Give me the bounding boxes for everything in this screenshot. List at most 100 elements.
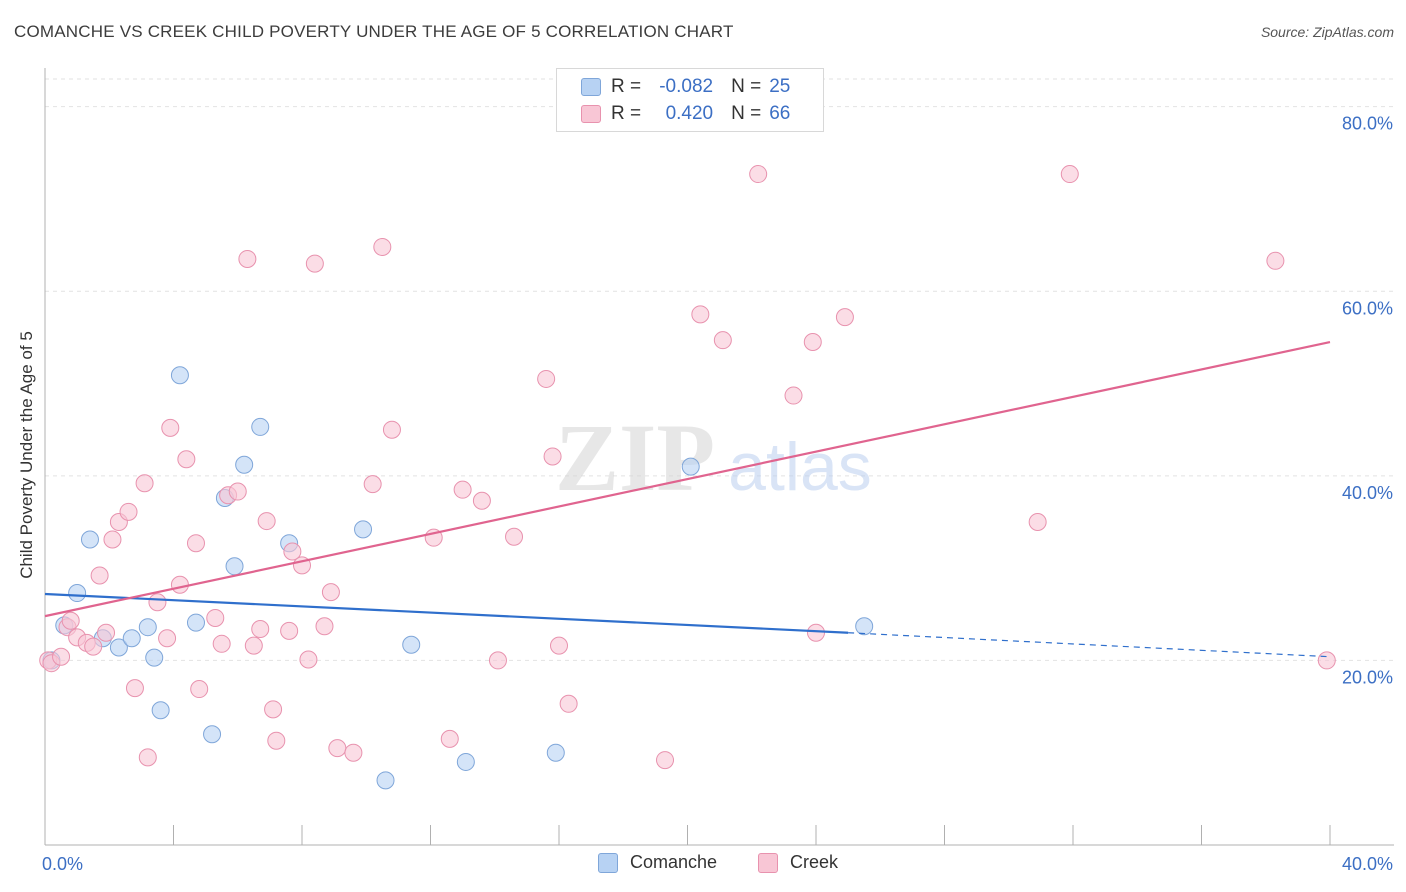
x-tick-label: 40.0% — [1342, 854, 1393, 874]
y-tick-label: 80.0% — [1342, 114, 1393, 134]
y-axis-label: Child Poverty Under the Age of 5 — [17, 331, 36, 579]
creek-point — [257, 512, 276, 531]
creek-point — [170, 575, 189, 594]
creek-point — [505, 527, 524, 546]
creek-point — [691, 305, 710, 324]
creek-point — [228, 482, 247, 501]
comanche-point — [546, 743, 565, 762]
creek-point — [1028, 512, 1047, 531]
comanche-point — [80, 530, 99, 549]
series-legend: Comanche Creek — [0, 852, 1406, 878]
creek-point — [328, 739, 347, 758]
y-tick-label: 40.0% — [1342, 483, 1393, 503]
creek-point — [177, 450, 196, 469]
creek-point — [135, 474, 154, 493]
creek-point — [97, 623, 116, 642]
creek-point — [280, 621, 299, 640]
correlation-legend: R = -0.082 N = 25 R = 0.420 N = 66 — [556, 68, 824, 132]
creek-point — [238, 249, 257, 268]
creek-point — [161, 418, 180, 437]
comanche-point — [855, 617, 874, 636]
source-credit: Source: ZipAtlas.com — [1260, 24, 1394, 40]
creek-point — [190, 680, 209, 699]
creek-point — [488, 651, 507, 670]
comanche-point — [68, 584, 87, 603]
creek-point — [158, 629, 177, 648]
r-value: -0.082 — [659, 76, 714, 97]
trend-lines — [44, 340, 1331, 658]
comanche-point — [376, 771, 395, 790]
creek-point — [103, 530, 122, 549]
creek-point — [472, 491, 491, 510]
creek-point — [148, 593, 167, 612]
creek-point — [244, 636, 263, 655]
n-value: 66 — [769, 103, 791, 124]
watermark-atlas: atlas — [728, 429, 872, 505]
creek-point — [119, 502, 138, 521]
r-label: R = — [611, 76, 642, 97]
comanche-point — [109, 638, 128, 657]
creek-point — [559, 694, 578, 713]
watermark-zip: ZIP — [555, 404, 715, 511]
comanche-point — [251, 417, 270, 436]
creek-point — [315, 617, 334, 636]
creek-point — [749, 165, 768, 184]
comanche-point — [122, 629, 141, 648]
legend-item-creek[interactable]: Creek — [758, 852, 838, 873]
creek-point — [1317, 651, 1336, 670]
creek-point — [138, 748, 157, 767]
creek-point — [84, 637, 103, 656]
comanche-point — [145, 648, 164, 667]
creek-trend-line — [44, 340, 1331, 618]
comanche-point — [354, 520, 373, 539]
comanche-point — [681, 457, 700, 476]
creek-point — [283, 542, 302, 561]
creek-point — [251, 620, 270, 639]
creek-point — [656, 751, 675, 770]
r-value: 0.420 — [665, 103, 714, 124]
creek-point — [550, 636, 568, 655]
comanche-point — [138, 618, 157, 637]
creek-point — [453, 480, 472, 499]
y-tick-label: 60.0% — [1342, 298, 1393, 318]
creek-point — [784, 386, 803, 405]
legend-label-creek: Creek — [790, 852, 839, 872]
creek-point — [125, 679, 144, 698]
creek-point — [90, 566, 109, 585]
creek-point — [212, 634, 231, 653]
creek-point — [344, 743, 363, 762]
n-label: N = — [731, 103, 762, 124]
creek-point — [543, 447, 562, 466]
creek-point — [186, 534, 205, 553]
creek-point — [206, 608, 225, 627]
legend-item-comanche[interactable]: Comanche — [598, 852, 717, 873]
creek-swatch — [758, 852, 778, 873]
data-points — [39, 165, 1336, 790]
watermark: ZIP atlas — [555, 404, 872, 511]
comanche-point — [402, 635, 421, 654]
creek-point — [373, 237, 392, 256]
legend-row-comanche: R = -0.082 N = 25 — [581, 75, 790, 99]
comanche-point — [456, 752, 475, 771]
x-tick-label: 0.0% — [42, 854, 83, 874]
n-label: N = — [731, 76, 762, 97]
creek-point — [1266, 251, 1285, 270]
chart-title: COMANCHE VS CREEK CHILD POVERTY UNDER TH… — [14, 22, 734, 41]
creek-point — [713, 331, 732, 350]
y-tick-label: 20.0% — [1342, 667, 1393, 687]
creek-point — [305, 254, 324, 273]
creek-point — [1060, 165, 1079, 184]
r-label: R = — [611, 103, 642, 124]
axes — [44, 68, 1394, 846]
comanche-trend-line — [44, 592, 849, 634]
creek-point — [807, 623, 825, 642]
creek-point — [61, 611, 80, 630]
legend-label-comanche: Comanche — [630, 852, 718, 872]
creek-point — [267, 731, 286, 750]
creek-point — [321, 583, 340, 602]
creek-point — [537, 369, 556, 388]
comanche-swatch — [581, 78, 601, 96]
creek-point — [803, 333, 822, 352]
creek-point — [363, 475, 382, 494]
